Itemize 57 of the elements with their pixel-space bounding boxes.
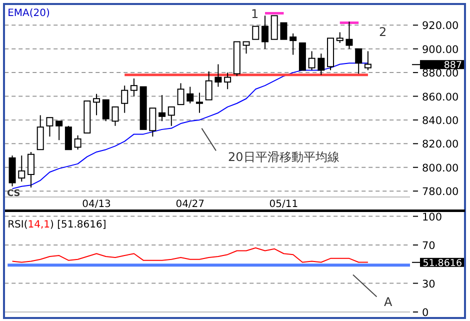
y-tick-label: 70: [422, 240, 436, 252]
candlestick: [242, 41, 250, 54]
y-tick-label: 820.00: [422, 138, 459, 151]
candlestick: [74, 134, 82, 150]
annotation: 1: [251, 7, 259, 21]
candlestick: [205, 70, 212, 100]
candlestick: [308, 50, 316, 71]
y-tick-label: 30: [422, 278, 436, 290]
text: 51.8616: [422, 258, 462, 269]
candlestick: [130, 78, 138, 97]
x-tick-label: 05/11: [269, 199, 298, 210]
candlestick: [262, 15, 268, 50]
candlestick: [364, 50, 372, 71]
y-tick-label: 900.00: [422, 44, 459, 56]
y-tick-label: 860.00: [422, 91, 459, 104]
y-tick-label: 0: [422, 307, 429, 319]
candlestick: [224, 72, 232, 90]
candlestick: [18, 155, 26, 182]
candlestick: [149, 108, 156, 138]
candlestick: [102, 99, 110, 122]
y-tick-label: 780.00: [422, 186, 459, 198]
candlestick: [280, 22, 288, 40]
text: A: [384, 295, 393, 309]
text: 2: [379, 25, 387, 39]
y-tick-label: 840.00: [422, 114, 459, 127]
candlestick: [318, 53, 325, 76]
annotation: CS: [7, 189, 20, 199]
candlestick: [121, 85, 128, 114]
x-tick-label: 04/13: [82, 199, 111, 210]
chart-title: EMA(20): [8, 8, 50, 19]
candlestick: [56, 120, 63, 141]
y-tick-label: 920.00: [422, 20, 459, 32]
candlestick: [355, 48, 362, 74]
candlestick: [252, 26, 260, 40]
candlestick: [214, 64, 222, 88]
candlestick: [46, 117, 54, 138]
y-tick-label: 100: [422, 211, 442, 224]
y-tick-label: 800.00: [422, 162, 459, 174]
x-tick-label: 04/27: [176, 199, 205, 210]
candlestick: [290, 32, 297, 56]
candlestick: [93, 93, 100, 116]
candlestick: [36, 114, 44, 150]
candlestick: [336, 32, 344, 44]
candlestick: [270, 15, 278, 40]
candlestick: [177, 82, 184, 106]
candlestick: [112, 106, 119, 126]
line-series: [12, 247, 368, 263]
candlestick: [346, 21, 353, 50]
candlestick: [28, 151, 34, 188]
candlestick: [168, 106, 175, 126]
candlestick: [196, 92, 203, 114]
chart-title: RSI(14,1) [51.8616]: [8, 219, 106, 230]
candlestick: [64, 125, 72, 150]
annotation: 20日平滑移動平均線: [228, 150, 340, 164]
candlestick: [186, 86, 194, 104]
y-tick-label: 880.00: [422, 68, 459, 80]
candlestick: [158, 94, 166, 122]
